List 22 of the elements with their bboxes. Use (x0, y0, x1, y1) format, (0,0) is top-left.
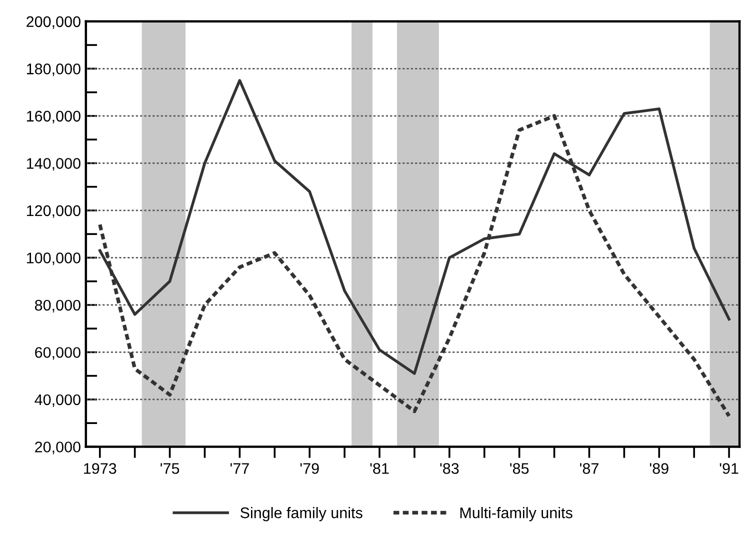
legend-label: Single family units (240, 507, 362, 522)
y-tick-label: 120,000 (26, 205, 80, 218)
x-tick-label: 1973 (84, 463, 116, 474)
x-tick-label: '75 (160, 463, 180, 474)
y-tick-label: 80,000 (34, 300, 80, 312)
x-tick-label: '81 (370, 463, 389, 474)
x-tick-label: '83 (440, 463, 459, 474)
x-tick-label: '79 (300, 463, 319, 474)
x-tick-label: '89 (650, 463, 668, 474)
y-tick-label: 60,000 (35, 347, 80, 360)
legend-label: Multi-family units (460, 507, 572, 522)
y-tick-label: 40,000 (34, 394, 80, 407)
y-tick-label: 180,000 (26, 64, 80, 76)
x-tick-label: '87 (580, 463, 598, 474)
x-tick-label: '77 (230, 463, 249, 474)
x-tick-label: '85 (510, 463, 529, 474)
y-tick-label: 200,000 (26, 16, 80, 29)
y-tick-label: 100,000 (26, 252, 80, 266)
y-tick-label: 160,000 (26, 110, 80, 124)
x-tick-label: '91 (720, 463, 738, 474)
y-tick-label: 140,000 (26, 158, 80, 171)
y-tick-label: 20,000 (35, 442, 80, 454)
